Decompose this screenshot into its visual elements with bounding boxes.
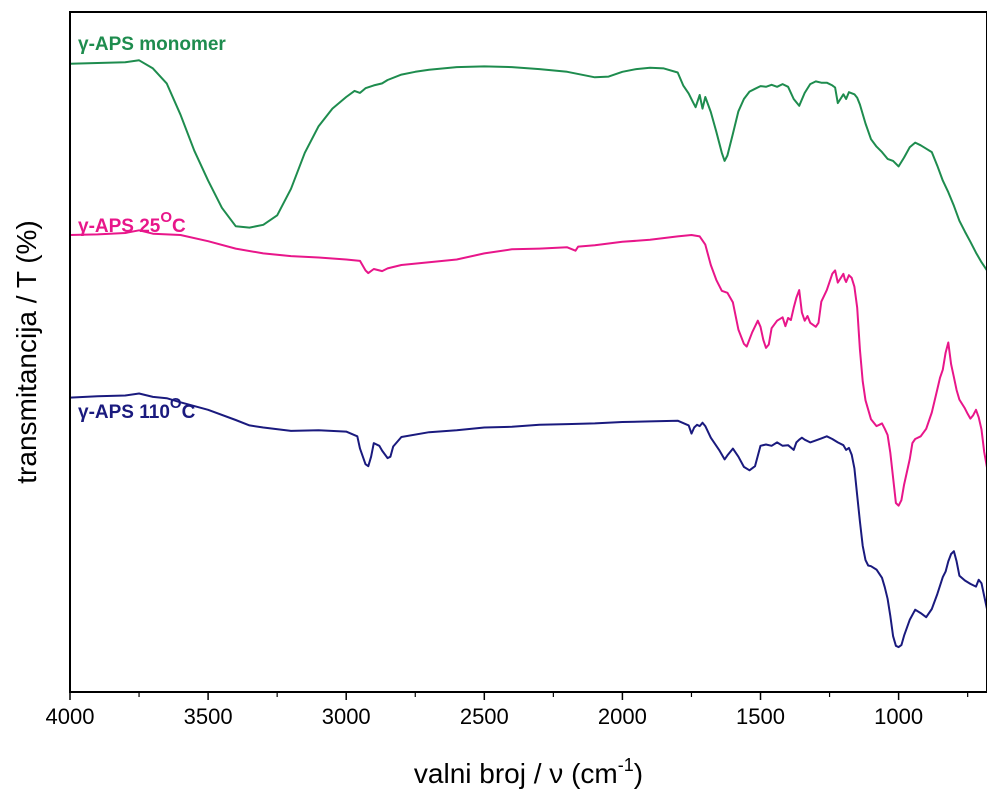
x-axis-ticks: 4000 3500 3000 2500 2000 1500 1000 bbox=[46, 692, 969, 729]
series-line-2 bbox=[69, 229, 987, 507]
x-axis-title: valni broj / ν (cm-1) bbox=[414, 755, 643, 789]
series-line-3 bbox=[69, 392, 987, 649]
x-tick-label: 1000 bbox=[874, 704, 923, 729]
x-tick-label: 1500 bbox=[736, 704, 785, 729]
x-tick-label: 3000 bbox=[322, 704, 371, 729]
plot-lines bbox=[69, 59, 987, 649]
series-label-3: γ-APS 110OC bbox=[78, 395, 196, 423]
x-tick-label: 2000 bbox=[598, 704, 647, 729]
series-line-1 bbox=[69, 59, 987, 271]
y-axis-title: transmitancija / T (%) bbox=[11, 220, 42, 483]
x-tick-label: 4000 bbox=[46, 704, 95, 729]
plot-frame bbox=[69, 11, 987, 693]
series-label-2: γ-APS 25OC bbox=[78, 209, 186, 237]
series-labels: γ-APS monomer γ-APS 25OC γ-APS 110OC bbox=[78, 34, 226, 423]
x-tick-label: 3500 bbox=[184, 704, 233, 729]
series-label-1: γ-APS monomer bbox=[78, 34, 226, 55]
x-tick-label: 2500 bbox=[460, 704, 509, 729]
